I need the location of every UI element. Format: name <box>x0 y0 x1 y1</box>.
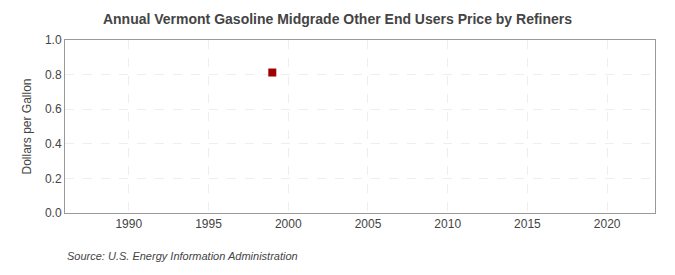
svg-text:1995: 1995 <box>195 217 222 231</box>
svg-text:2010: 2010 <box>434 217 461 231</box>
svg-text:0.8: 0.8 <box>45 68 62 82</box>
svg-text:1990: 1990 <box>115 217 142 231</box>
svg-text:2015: 2015 <box>514 217 541 231</box>
svg-text:0.2: 0.2 <box>45 172 62 186</box>
svg-text:0.4: 0.4 <box>45 137 62 151</box>
svg-text:Source: U.S. Energy Informatio: Source: U.S. Energy Information Administ… <box>67 250 298 262</box>
svg-text:0.6: 0.6 <box>45 102 62 116</box>
svg-text:Dollars per Gallon: Dollars per Gallon <box>20 78 34 174</box>
svg-text:2005: 2005 <box>355 217 382 231</box>
svg-text:1.0: 1.0 <box>45 33 62 47</box>
svg-text:Annual Vermont Gasoline Midgra: Annual Vermont Gasoline Midgrade Other E… <box>103 11 572 27</box>
svg-text:2020: 2020 <box>594 217 621 231</box>
svg-text:0.0: 0.0 <box>45 206 62 220</box>
svg-text:2000: 2000 <box>275 217 302 231</box>
